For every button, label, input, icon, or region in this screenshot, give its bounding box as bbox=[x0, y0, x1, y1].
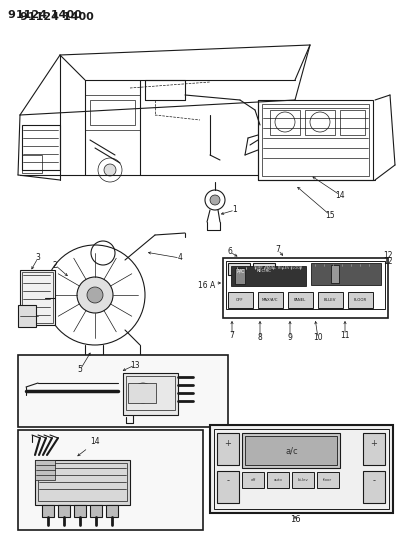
Circle shape bbox=[77, 277, 113, 313]
Bar bbox=[305, 110, 335, 135]
Text: 12: 12 bbox=[383, 257, 393, 266]
Bar bbox=[223, 258, 388, 318]
Bar bbox=[242, 472, 264, 488]
Text: BI-LEV: BI-LEV bbox=[324, 298, 336, 302]
Bar bbox=[267, 472, 289, 488]
Text: 91124 1400: 91124 1400 bbox=[8, 10, 82, 20]
Text: -: - bbox=[373, 477, 375, 486]
Text: 7: 7 bbox=[229, 330, 235, 340]
Text: 11: 11 bbox=[340, 330, 350, 340]
Text: OFF: OFF bbox=[236, 298, 244, 302]
Text: 14: 14 bbox=[90, 438, 100, 447]
Bar bbox=[217, 471, 239, 503]
Bar bbox=[318, 292, 343, 308]
Text: +: + bbox=[371, 439, 377, 448]
Text: 14: 14 bbox=[335, 190, 345, 199]
Text: 5: 5 bbox=[77, 366, 83, 375]
Text: A/C: A/C bbox=[237, 269, 245, 273]
Bar bbox=[38, 463, 127, 501]
Bar bbox=[90, 100, 135, 125]
Text: 16 A: 16 A bbox=[198, 280, 215, 289]
Text: 8: 8 bbox=[258, 334, 263, 343]
Text: TEMP  PANEL  BI-LEV FLOOR: TEMP PANEL BI-LEV FLOOR bbox=[253, 266, 303, 270]
Text: RECIRC: RECIRC bbox=[257, 269, 271, 273]
Bar bbox=[210, 425, 393, 513]
Text: off: off bbox=[251, 478, 256, 482]
Text: 2: 2 bbox=[53, 261, 57, 270]
Bar bbox=[85, 95, 140, 130]
Text: MAX/A/C: MAX/A/C bbox=[262, 298, 278, 302]
Text: PANEL: PANEL bbox=[294, 298, 306, 302]
Bar bbox=[242, 433, 340, 468]
Text: 10: 10 bbox=[313, 334, 323, 343]
Bar bbox=[245, 436, 337, 465]
Text: 1: 1 bbox=[233, 206, 237, 214]
Text: -: - bbox=[227, 477, 229, 486]
Bar bbox=[262, 104, 369, 176]
Text: 4: 4 bbox=[178, 254, 182, 262]
Circle shape bbox=[210, 195, 220, 205]
Text: 16: 16 bbox=[290, 515, 300, 524]
Bar bbox=[231, 266, 306, 286]
Text: 13: 13 bbox=[130, 360, 140, 369]
Text: a/c: a/c bbox=[286, 447, 298, 456]
Text: 9: 9 bbox=[288, 334, 292, 343]
Bar bbox=[22, 272, 53, 323]
Bar bbox=[331, 265, 339, 283]
Bar bbox=[128, 383, 156, 403]
Text: 7: 7 bbox=[276, 246, 280, 254]
Bar bbox=[18, 355, 228, 427]
Bar bbox=[228, 292, 253, 308]
Bar bbox=[228, 263, 250, 275]
Text: 12: 12 bbox=[383, 251, 393, 260]
Bar bbox=[317, 472, 339, 488]
Text: 6: 6 bbox=[227, 247, 233, 256]
Text: +: + bbox=[225, 439, 231, 448]
Bar bbox=[35, 460, 55, 480]
Bar bbox=[20, 270, 55, 325]
Text: auto: auto bbox=[274, 478, 282, 482]
Bar bbox=[123, 373, 178, 415]
Bar bbox=[288, 292, 313, 308]
Bar bbox=[35, 460, 130, 505]
Text: FLOOR: FLOOR bbox=[354, 298, 367, 302]
Bar bbox=[126, 376, 175, 410]
Bar bbox=[311, 263, 381, 285]
Bar bbox=[74, 505, 86, 517]
Bar bbox=[363, 433, 385, 465]
Bar bbox=[226, 261, 385, 309]
Bar bbox=[258, 100, 373, 180]
Text: 91124 1400: 91124 1400 bbox=[20, 12, 94, 22]
Bar bbox=[258, 292, 283, 308]
Bar bbox=[90, 505, 102, 517]
Bar bbox=[214, 429, 389, 509]
Bar bbox=[18, 430, 203, 530]
Text: 15: 15 bbox=[325, 211, 335, 220]
Bar bbox=[363, 471, 385, 503]
Bar bbox=[58, 505, 70, 517]
Text: floor: floor bbox=[324, 478, 332, 482]
Bar bbox=[18, 305, 36, 327]
Bar bbox=[22, 125, 60, 170]
Bar bbox=[292, 472, 314, 488]
Bar bbox=[22, 155, 42, 173]
Bar bbox=[253, 263, 275, 275]
Bar bbox=[106, 505, 118, 517]
Bar bbox=[42, 505, 54, 517]
Text: 3: 3 bbox=[36, 254, 40, 262]
Circle shape bbox=[104, 164, 116, 176]
Bar bbox=[235, 268, 245, 284]
Bar bbox=[340, 110, 365, 135]
Circle shape bbox=[87, 287, 103, 303]
Text: bi-lev: bi-lev bbox=[298, 478, 308, 482]
Bar bbox=[348, 292, 373, 308]
Bar bbox=[217, 433, 239, 465]
Bar bbox=[270, 110, 300, 135]
